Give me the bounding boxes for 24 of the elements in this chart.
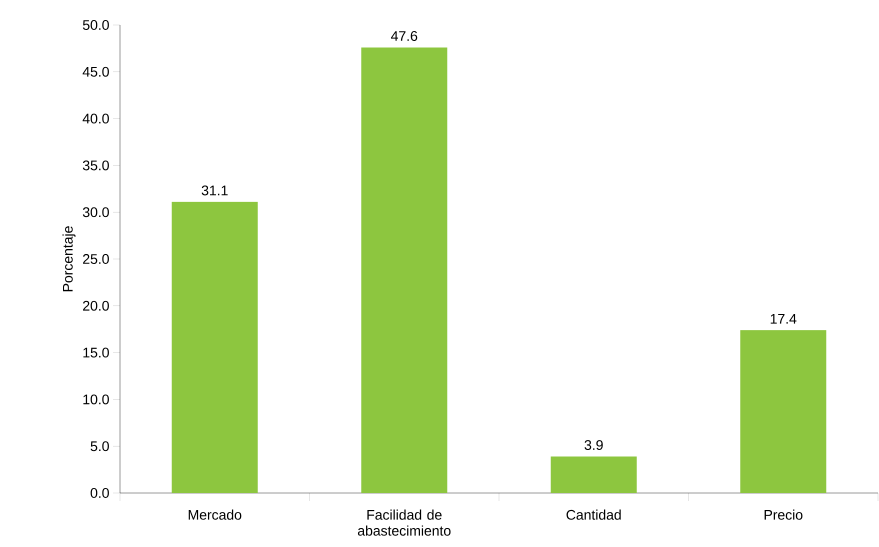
y-tick-label: 5.0: [90, 441, 109, 452]
data-label: 31.1: [202, 186, 228, 196]
x-tick-label: Cantidad: [566, 510, 621, 520]
y-tick-label: 25.0: [83, 254, 109, 264]
data-label: 3.9: [584, 440, 603, 450]
y-tick-label: 15.0: [83, 348, 109, 358]
y-tick-label: 10.0: [83, 394, 109, 404]
y-tick-label: 50.0: [82, 20, 109, 30]
x-tick-label: Mercado: [188, 510, 242, 520]
bar: [740, 330, 826, 493]
y-tick-label: 35.0: [82, 160, 109, 170]
y-tick-label: 45.0: [82, 66, 109, 77]
y-tick-label: 40.0: [82, 114, 109, 124]
y-tick-label: 0.0: [90, 488, 109, 498]
data-label: 47.6: [390, 31, 418, 41]
y-tick-label: 20.0: [83, 300, 109, 311]
bar: [361, 47, 448, 493]
x-tick-label: Facilidad de abastecimiento: [358, 510, 451, 536]
data-label: 17.4: [770, 314, 796, 324]
bar: [550, 456, 637, 493]
x-tick-label: Precio: [764, 510, 802, 520]
bar: [172, 202, 258, 493]
y-axis-title: Porcentaje: [62, 226, 76, 292]
y-tick-label: 30.0: [82, 207, 109, 218]
